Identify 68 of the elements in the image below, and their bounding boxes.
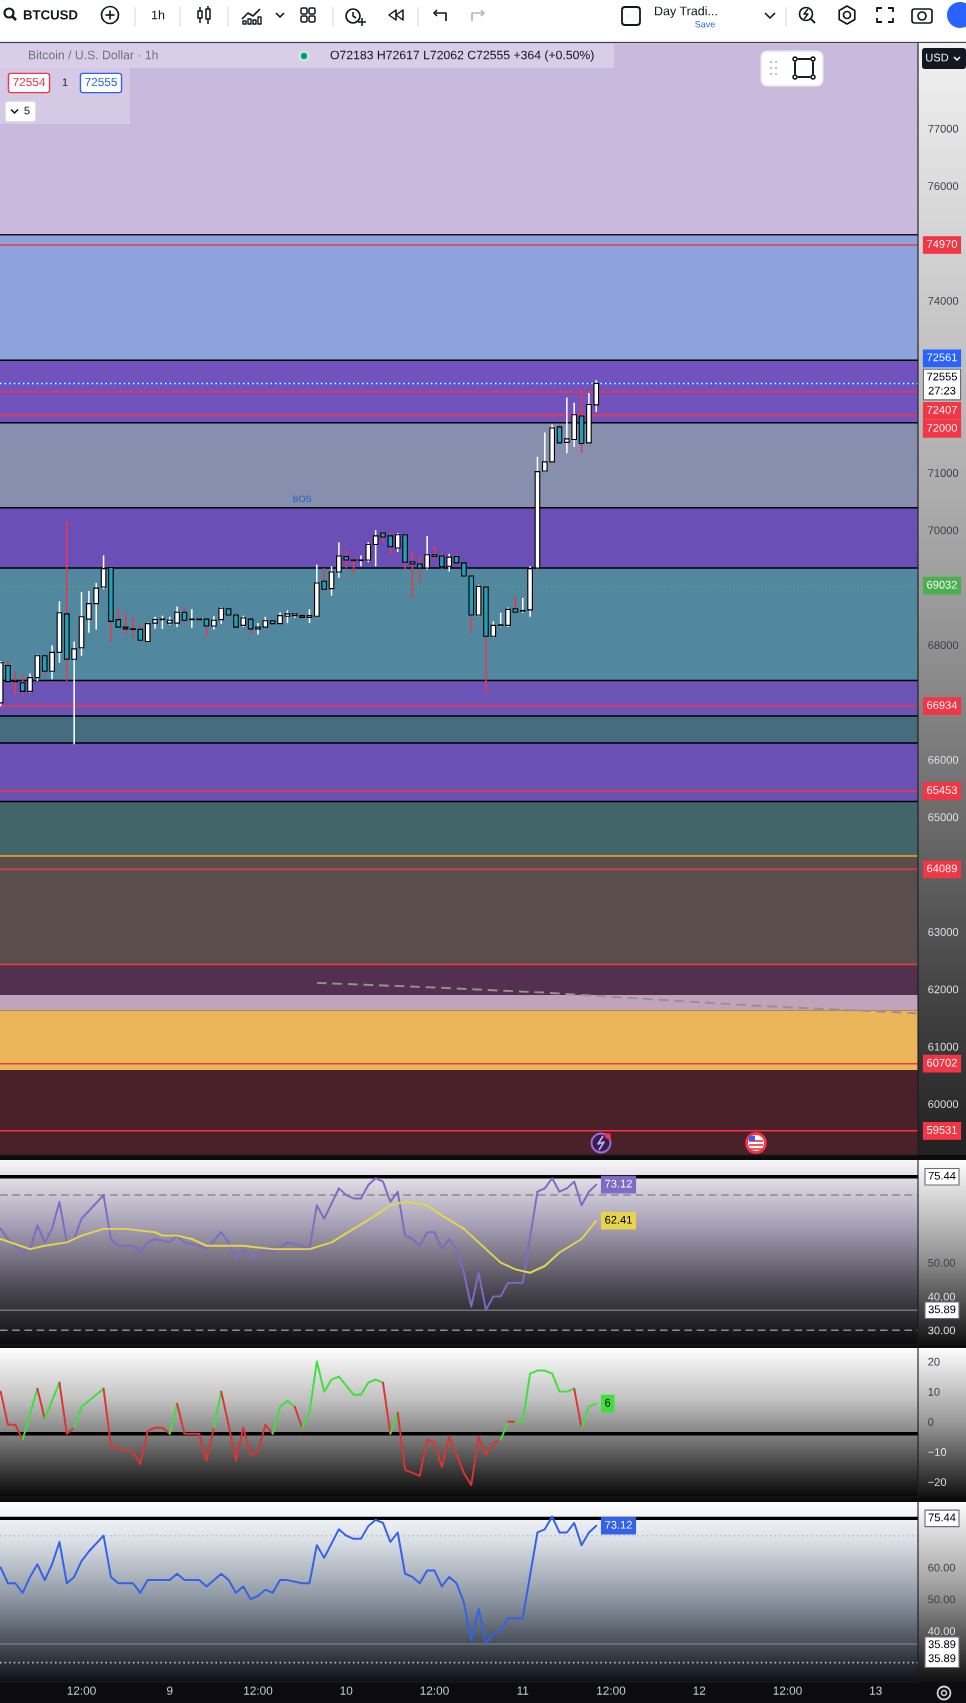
x-tick-label: 10 xyxy=(340,1686,353,1695)
annotation: BOS xyxy=(293,495,312,502)
annotation: O72183 H72617 L72062 C72555 +364 (+0.50%) xyxy=(330,50,594,62)
data-label: 6 xyxy=(605,1398,611,1407)
y-tick-label: 61000 xyxy=(928,1042,959,1051)
legend-label: 72000 xyxy=(927,423,958,432)
ref-line-label: 75.44 xyxy=(928,1171,956,1180)
text: Day Tradi... xyxy=(655,6,717,18)
line-series xyxy=(514,1369,576,1423)
x-tick-label: 12:00 xyxy=(244,1686,273,1695)
ref-line-label: 69032 xyxy=(927,580,957,589)
y-tick-label: 40.00 xyxy=(927,1292,956,1301)
annotation: 72554 xyxy=(13,77,46,87)
x-tick-label: 12:00 xyxy=(597,1686,626,1695)
y-tick-label: 60.00 xyxy=(928,1563,956,1572)
x-tick-label: 9 xyxy=(167,1686,173,1695)
y-tick-label: 40.00 xyxy=(927,1627,956,1636)
ref-line-label: 72407 xyxy=(927,405,957,414)
ref-line-label: 60702 xyxy=(927,1058,957,1067)
y-tick-label: 63000 xyxy=(928,928,959,936)
y-tick-label: 65000 xyxy=(928,813,959,822)
y-tick-label: 20 xyxy=(928,1357,940,1366)
ref-line-label: 66934 xyxy=(927,701,958,710)
data-label: 73.12 xyxy=(605,1520,632,1529)
data-label: 62.41 xyxy=(605,1215,632,1224)
text: 1h xyxy=(152,10,165,20)
ref-line-label: 35.89 35.89 xyxy=(928,1640,956,1663)
y-tick-label: 71000 xyxy=(928,469,959,477)
x-tick-label: 12:00 xyxy=(773,1686,802,1695)
ref-line-label: 72555 27:23 xyxy=(927,372,957,395)
x-tick-label: 13 xyxy=(870,1686,882,1695)
annotation: 1 xyxy=(62,78,68,86)
y-tick-label: 10 xyxy=(928,1387,940,1396)
y-tick-label: 50.00 xyxy=(928,1258,956,1267)
y-tick-label: 60000 xyxy=(928,1100,959,1109)
text: BTCUSD xyxy=(23,10,78,20)
y-tick-label: 77000 xyxy=(928,124,959,133)
x-tick-label: 12 xyxy=(693,1686,706,1695)
x-tick-label: 12:00 xyxy=(67,1686,96,1695)
y-tick-label: −10 xyxy=(928,1448,947,1456)
line-series xyxy=(396,1411,502,1486)
data-label: 73.12 xyxy=(605,1179,632,1188)
y-tick-label: 70000 xyxy=(928,526,959,535)
y-tick-label: −20 xyxy=(928,1478,947,1487)
y-tick-label: 76000 xyxy=(928,182,959,191)
text: USD xyxy=(926,53,949,62)
y-tick-label: 0 xyxy=(928,1418,934,1426)
line-series xyxy=(220,1390,274,1462)
chart-title: Bitcoin / U.S. Dollar · 1h xyxy=(29,50,158,60)
y-tick-label: 74000 xyxy=(928,296,959,305)
ref-line-label: 65453 xyxy=(927,786,957,795)
y-tick-label: 68000 xyxy=(928,641,959,650)
y-tick-label: 50.00 xyxy=(928,1595,956,1604)
text: Save xyxy=(695,21,715,28)
ref-line-label: 75.44 xyxy=(928,1513,956,1522)
ref-line-label: 59531 xyxy=(927,1125,957,1134)
ref-line-label: 72561 xyxy=(927,353,957,362)
ref-line-label: 74970 xyxy=(927,240,958,248)
ref-line-label: 35.89 xyxy=(928,1305,956,1314)
ref-line-label: 64089 xyxy=(927,864,957,873)
annotation: 72555 xyxy=(85,77,117,87)
y-tick-label: 62000 xyxy=(928,985,959,994)
x-tick-label: 11 xyxy=(517,1686,529,1695)
x-tick-label: 12:00 xyxy=(420,1686,449,1695)
y-tick-label: 66000 xyxy=(928,755,959,764)
line-series xyxy=(301,1360,384,1429)
y-tick-label: 30.00 xyxy=(928,1326,956,1335)
annotation: 5 xyxy=(24,106,30,115)
